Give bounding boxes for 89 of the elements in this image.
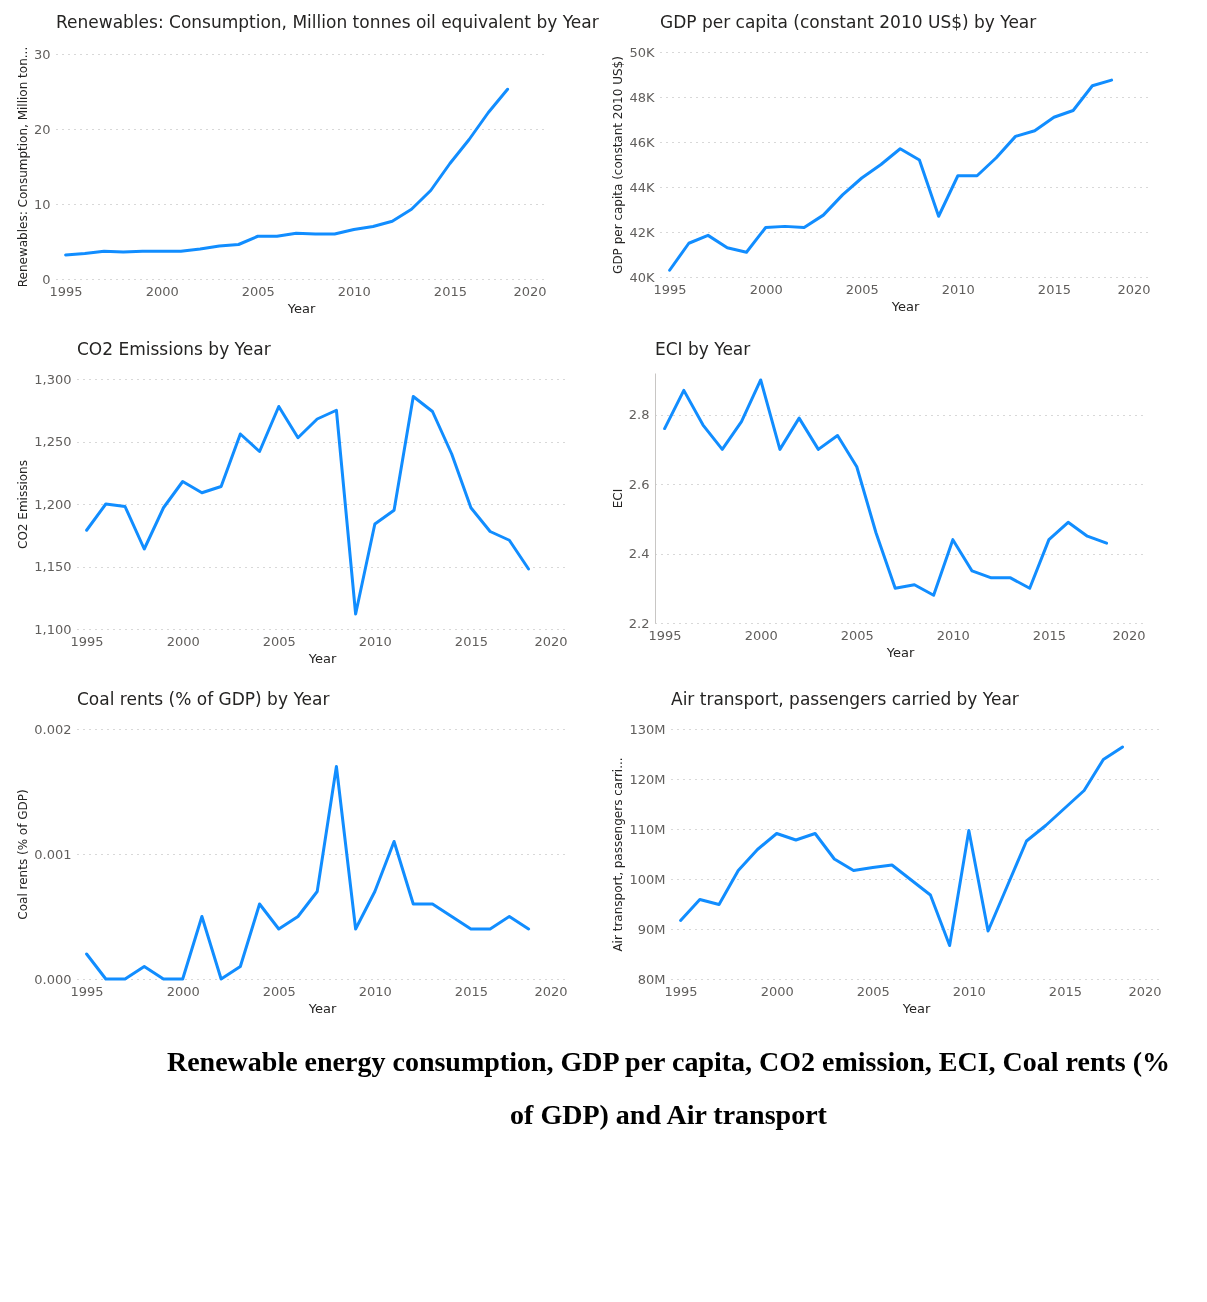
line-series — [663, 378, 1109, 597]
text: Renewable energy consumption, GDP per capita, CO2 emission, ECI, Coal rents (% of GDP) and Air transport — [165, 1045, 1172, 1133]
y-tick-label: 1,150 — [34, 559, 72, 574]
line-series — [85, 395, 531, 616]
x-tick-label: 2005 — [241, 283, 275, 299]
x-tick-label: 2000 — [145, 283, 179, 299]
y-axis-title: GDP per capita (constant 2010 US$) — [611, 56, 626, 274]
y-tick-label: 1,200 — [34, 496, 72, 512]
chart-title: Renewables: Consumption, Million tonnes oil equivalent by Year — [56, 12, 599, 33]
chart-title: Air transport, passengers carried by Year — [671, 689, 1019, 709]
x-tick-label: 1995 — [70, 633, 104, 649]
chart-title: Coal rents (% of GDP) by Year — [77, 689, 330, 709]
x-axis-title: Year — [890, 298, 920, 314]
y-axis-title: Renewables: Consumption, Million ton... — [15, 46, 30, 288]
x-axis-title: Year — [307, 650, 337, 666]
y-tick-label: 1,100 — [34, 621, 72, 637]
x-tick-label: 1995 — [648, 627, 682, 643]
x-tick-label: 2015 — [1032, 627, 1066, 643]
line-series — [679, 745, 1125, 947]
x-axis-title: Year — [901, 1000, 931, 1016]
x-tick-label: 2020 — [534, 633, 568, 649]
x-tick-label: 2010 — [358, 983, 392, 999]
x-tick-label: 2000 — [760, 983, 794, 999]
x-tick-label: 2015 — [454, 983, 488, 999]
x-tick-label: 2000 — [166, 633, 200, 649]
chart-title: CO2 Emissions by Year — [77, 339, 271, 359]
y-tick-label: 20 — [33, 121, 51, 137]
x-axis-title: Year — [885, 644, 915, 660]
y-tick-label: 30 — [33, 46, 51, 62]
x-tick-label: 2010 — [358, 633, 392, 649]
y-tick-label: 0 — [42, 271, 51, 287]
y-axis-title: CO2 Emissions — [16, 460, 31, 549]
x-tick-label: 2005 — [262, 633, 296, 649]
x-tick-label: 2005 — [845, 281, 879, 297]
x-tick-label: 2010 — [337, 283, 371, 299]
x-tick-label: 2015 — [1037, 281, 1071, 297]
x-tick-label: 1995 — [70, 983, 104, 999]
y-tick-label: 48K — [629, 89, 655, 105]
y-tick-label: 42K — [629, 224, 655, 240]
y-axis-title: ECI — [610, 488, 625, 509]
x-tick-label: 2000 — [749, 281, 783, 297]
y-tick-label: 2.6 — [628, 476, 650, 492]
chart-title: GDP per capita (constant 2010 US$) by Year — [660, 12, 1037, 32]
y-tick-label: 0.002 — [34, 721, 72, 737]
x-tick-label: 2000 — [166, 983, 200, 999]
x-axis-title: Year — [307, 1000, 337, 1016]
chart-title: ECI by Year — [655, 339, 751, 359]
line-series — [85, 765, 531, 981]
x-tick-label: 2020 — [1117, 281, 1151, 297]
y-tick-label: 1,250 — [34, 434, 72, 449]
line-series — [668, 78, 1114, 272]
y-tick-label: 90M — [637, 921, 666, 937]
y-tick-label: 80M — [637, 971, 666, 987]
y-tick-label: 110M — [629, 821, 666, 837]
line-series — [64, 87, 510, 257]
x-tick-label: 2010 — [952, 983, 986, 999]
y-tick-label: 44K — [629, 179, 655, 195]
y-tick-label: 0.001 — [34, 846, 72, 862]
y-tick-label: 40K — [629, 269, 655, 285]
x-tick-label: 2020 — [1128, 983, 1162, 999]
x-tick-label: 2005 — [840, 627, 874, 643]
x-tick-label: 2005 — [262, 983, 296, 999]
x-tick-label: 2010 — [936, 627, 970, 643]
x-tick-label: 1995 — [49, 283, 83, 299]
x-tick-label: 2010 — [941, 281, 975, 297]
x-tick-label: 2020 — [1112, 627, 1146, 643]
y-tick-label: 2.2 — [628, 615, 650, 631]
y-tick-label: 2.8 — [628, 407, 650, 423]
y-tick-label: 120M — [629, 771, 666, 787]
y-tick-label: 100M — [629, 871, 666, 887]
x-tick-label: 2005 — [856, 983, 890, 999]
y-tick-label: 1,300 — [34, 371, 72, 387]
y-tick-label: 130M — [629, 721, 666, 737]
y-tick-label: 46K — [629, 134, 655, 150]
x-tick-label: 2000 — [744, 627, 778, 643]
x-tick-label: 2015 — [1048, 983, 1082, 999]
x-tick-label: 2020 — [513, 283, 547, 299]
y-axis-title: Air transport, passengers carri... — [611, 757, 626, 952]
y-tick-label: 10 — [33, 196, 51, 212]
x-tick-label: 1995 — [653, 281, 687, 297]
x-tick-label: 1995 — [664, 983, 698, 999]
y-tick-label: 0.000 — [34, 971, 72, 987]
x-tick-label: 2020 — [534, 983, 568, 999]
y-tick-label: 50K — [629, 44, 655, 60]
y-axis-title: Coal rents (% of GDP) — [16, 789, 31, 920]
y-tick-label: 2.4 — [628, 546, 650, 562]
x-tick-label: 2015 — [433, 283, 467, 299]
x-tick-label: 2015 — [454, 633, 488, 649]
x-axis-title: Year — [286, 300, 316, 316]
